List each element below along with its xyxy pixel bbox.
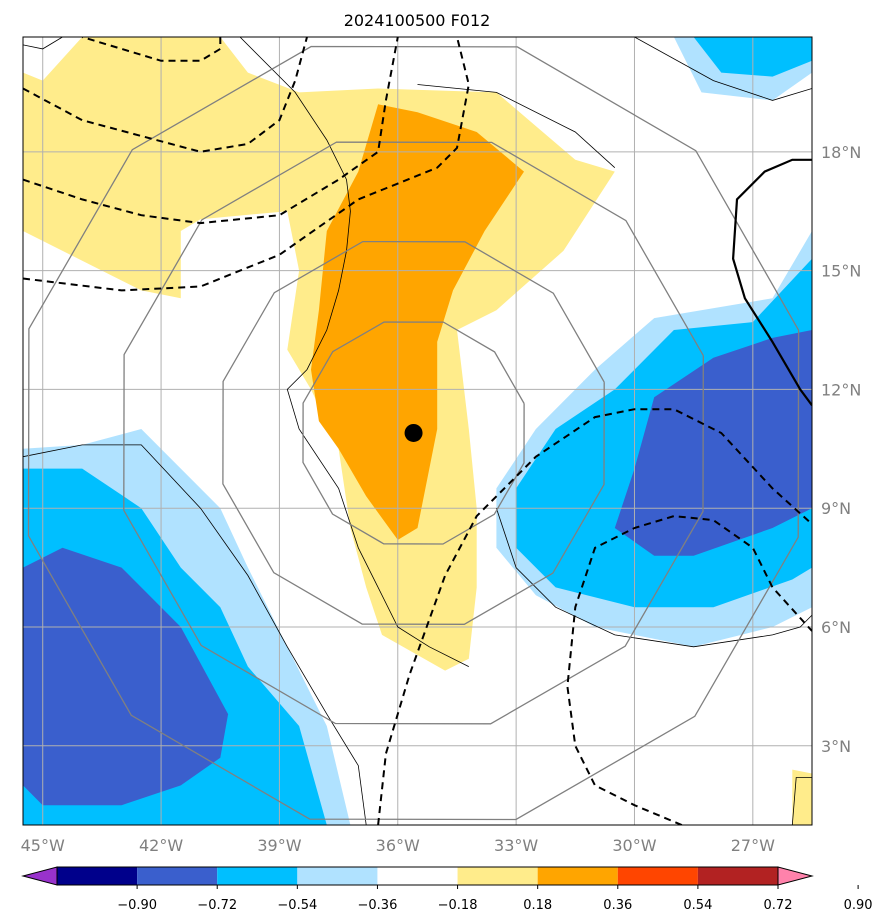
lon-tick-label-5: 30°W <box>612 836 656 855</box>
shaded-region-4 <box>23 547 229 806</box>
colorbar-extend-low <box>21 866 58 886</box>
longitude-tick-labels: 45°W 42°W 39°W 36°W 33°W 30°W 27°W <box>21 836 775 855</box>
map-frame <box>22 36 813 826</box>
solid-contour <box>731 158 812 406</box>
range-ring-3 <box>27 45 800 821</box>
lon-tick-label-2: 39°W <box>257 836 301 855</box>
lat-tick-label-0: 3°N <box>821 737 851 756</box>
colorbar-segment-5 <box>457 867 538 885</box>
lat-tick-label-1: 6°N <box>821 618 851 637</box>
colorbar-label-7: 0.54 <box>683 898 712 913</box>
range-ring-1 <box>222 240 605 625</box>
lon-tick-label-3: 36°W <box>376 836 420 855</box>
lon-tick-label-1: 42°W <box>139 836 183 855</box>
colorbar-segment-8 <box>697 867 778 885</box>
lon-tick-label-0: 45°W <box>21 836 65 855</box>
lon-tick-label-6: 27°W <box>731 836 775 855</box>
storm-center-marker <box>404 423 423 442</box>
colorbar-label-4: −0.18 <box>438 898 478 913</box>
lon-tick-label-4: 33°W <box>494 836 538 855</box>
colorbar-frame <box>56 866 779 886</box>
coastline-5 <box>634 37 812 101</box>
lat-tick-label-4: 15°N <box>821 262 861 281</box>
map-plot-area <box>23 37 812 825</box>
range-ring-0 <box>302 321 525 545</box>
coastline-0 <box>23 37 63 50</box>
shaded-region-7 <box>614 330 812 556</box>
chart-title: 2024100500 F012 <box>344 11 491 30</box>
dashed-contour-1 <box>23 37 308 153</box>
coastline-3 <box>496 508 812 648</box>
colorbar-segment-3 <box>297 867 378 885</box>
latitude-tick-labels: 3°N 6°N 9°N 12°N 15°N 18°N <box>821 143 861 756</box>
colorbar-segment-2 <box>217 867 298 885</box>
colorbar-segment-6 <box>537 867 618 885</box>
coastline-6 <box>791 777 812 825</box>
colorbar-label-2: −0.54 <box>277 898 317 913</box>
colorbar-segment-7 <box>617 867 698 885</box>
coastline-1 <box>239 37 469 667</box>
shaded-region-10 <box>792 769 812 825</box>
colorbar-segment-4 <box>377 867 458 885</box>
dashed-contour-3 <box>23 37 470 292</box>
lat-tick-label-3: 12°N <box>821 380 861 399</box>
colorbar: −0.90 −0.72 −0.54 −0.36 −0.18 0.18 0.36 0.54 0.7… <box>21 866 873 913</box>
coastline-2 <box>23 444 367 825</box>
lat-tick-label-2: 9°N <box>821 499 851 518</box>
dashed-contour-2 <box>23 37 399 225</box>
dashed-contour-5 <box>566 515 812 825</box>
dashed-contour-4 <box>377 408 812 825</box>
colorbar-label-5: 0.18 <box>523 898 552 913</box>
colorbar-segment-1 <box>137 867 218 885</box>
lat-tick-label-5: 18°N <box>821 143 861 162</box>
colorbar-label-6: 0.36 <box>603 898 632 913</box>
dashed-contour-0 <box>81 37 222 62</box>
colorbar-segment-0 <box>57 867 138 885</box>
colorbar-label-8: 0.72 <box>764 898 793 913</box>
coastline-4 <box>417 84 616 168</box>
colorbar-label-1: −0.72 <box>197 898 237 913</box>
range-ring-2 <box>123 141 704 725</box>
colorbar-extend-high <box>777 866 814 886</box>
colorbar-label-0: −0.90 <box>117 898 157 913</box>
colorbar-label-3: −0.36 <box>358 898 398 913</box>
colorbar-label-9: 0.90 <box>844 898 873 913</box>
